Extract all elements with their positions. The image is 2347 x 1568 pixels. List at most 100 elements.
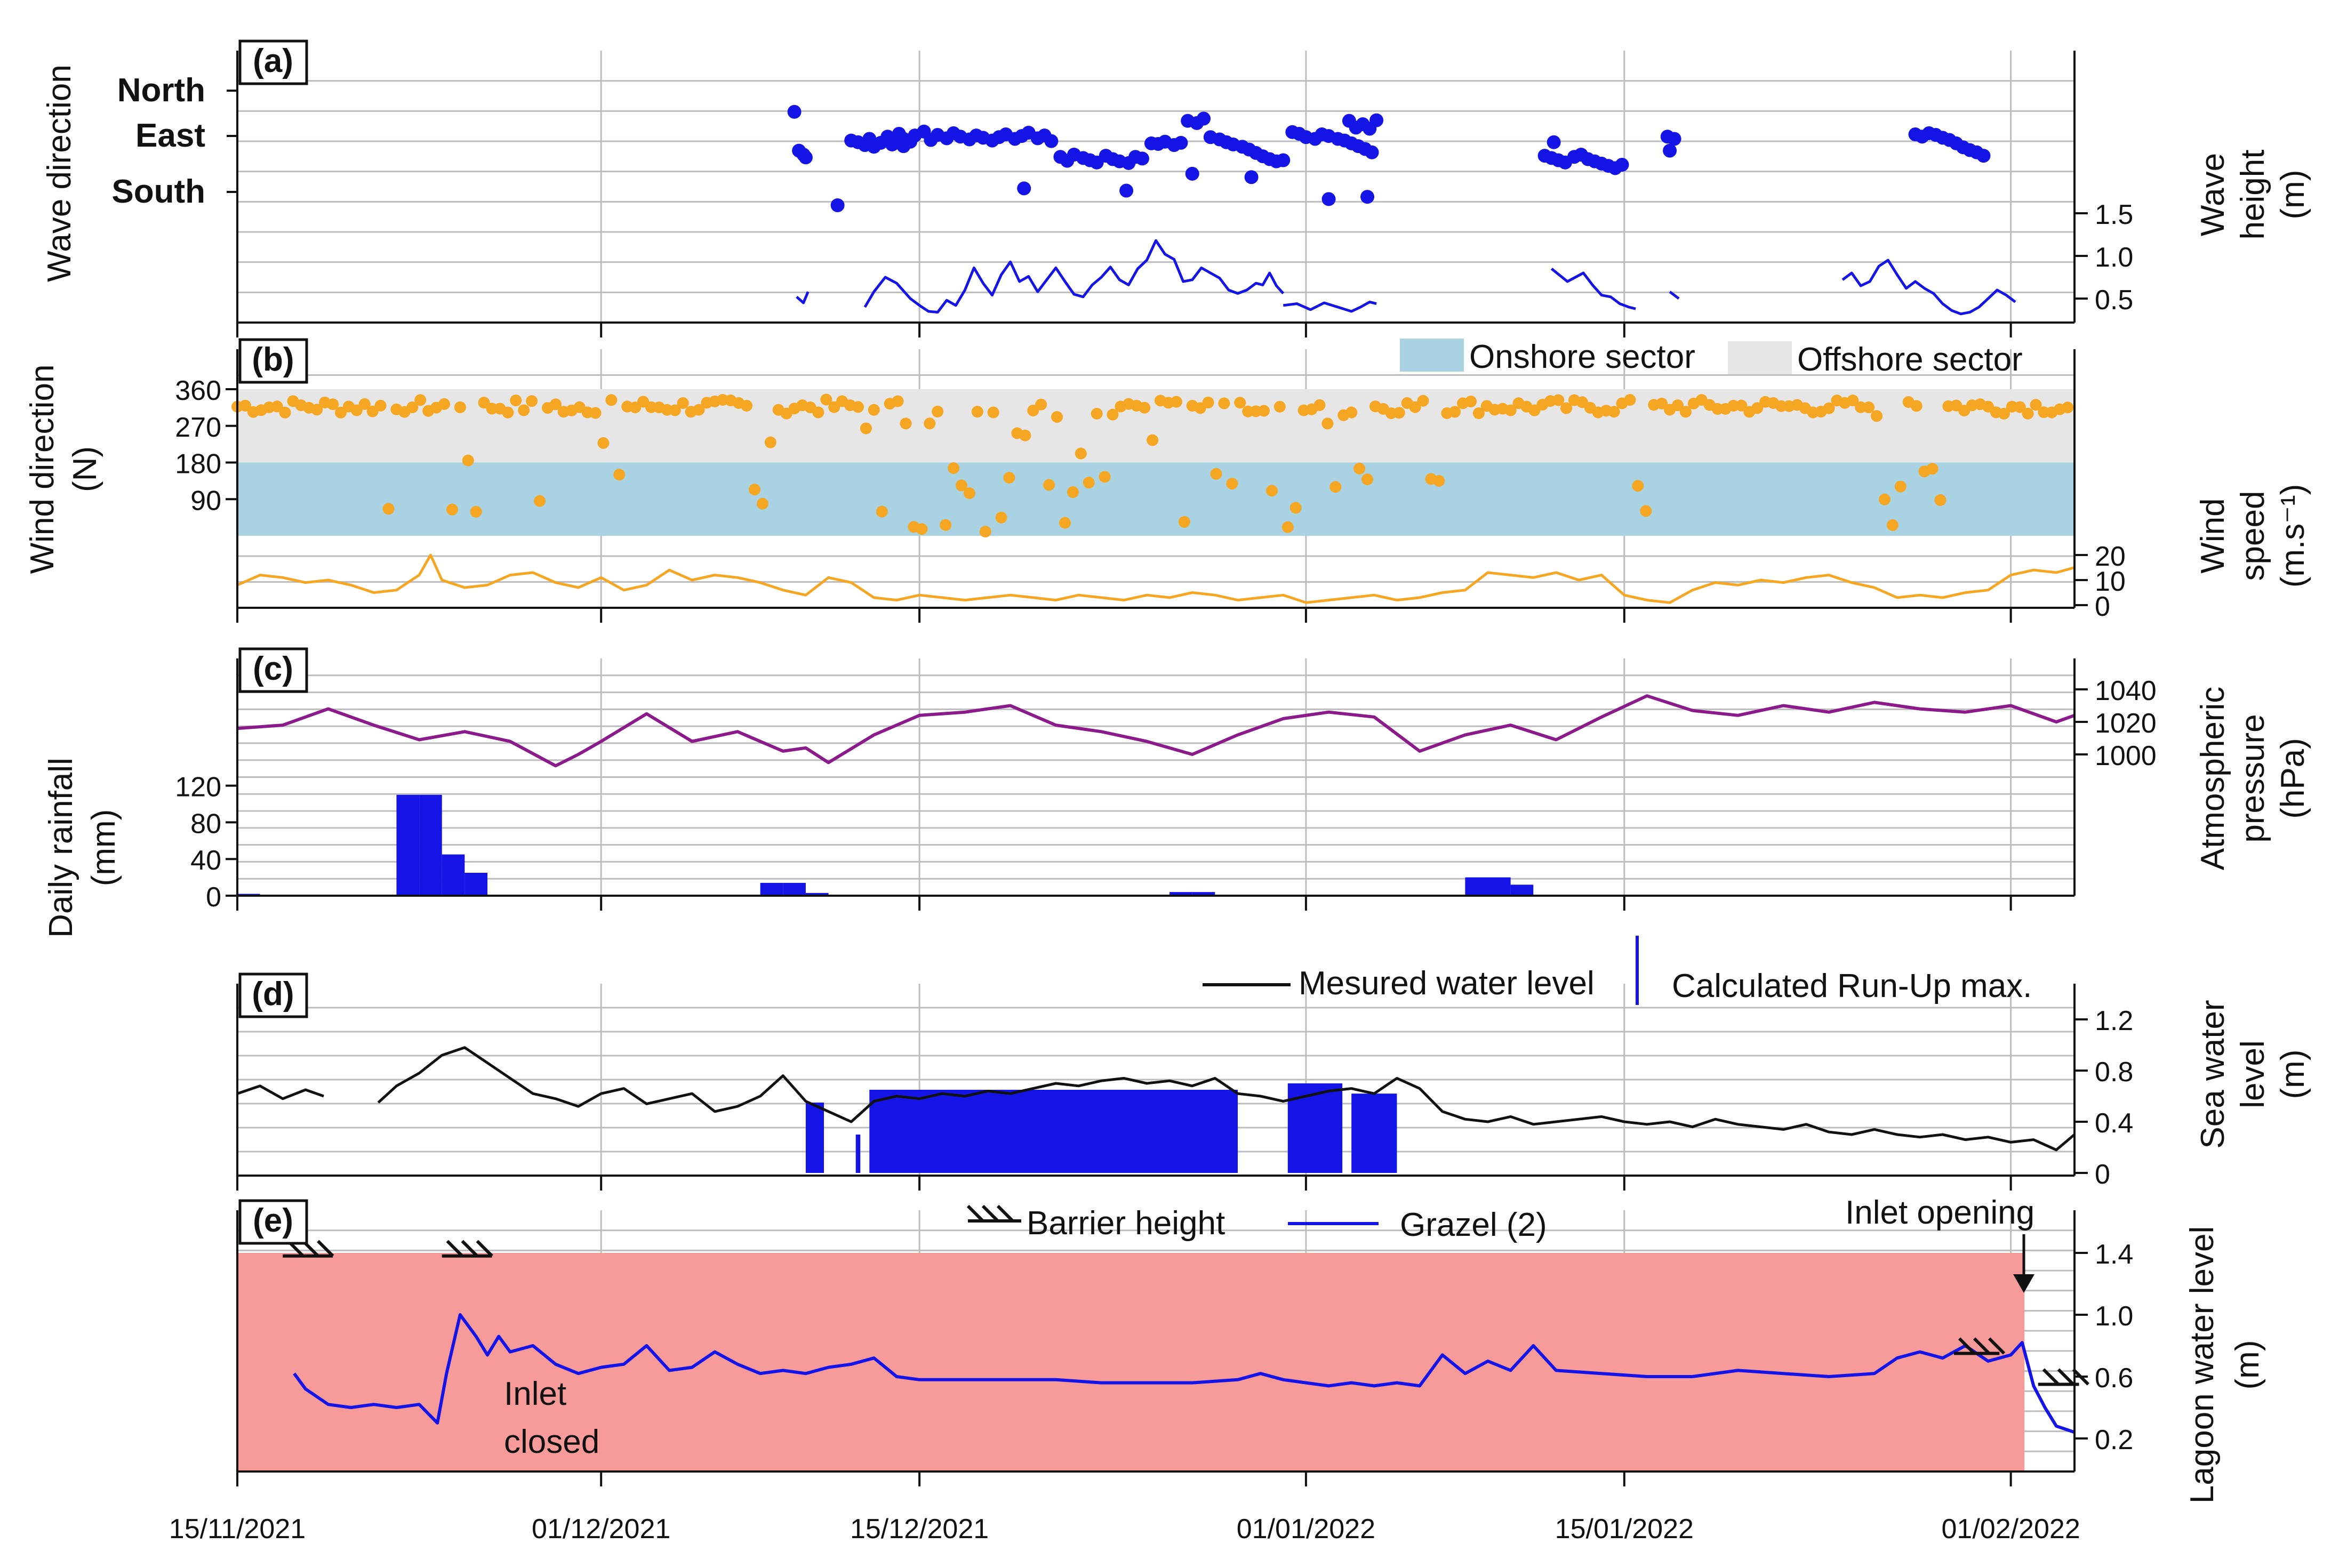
wind-direction-point	[470, 505, 482, 518]
wind-direction-axis-label: Wind direction	[24, 365, 61, 574]
wind-direction-point	[311, 404, 323, 416]
wave-direction-label: South	[111, 173, 205, 210]
sea-level-axis-label: (m)	[2274, 1050, 2311, 1099]
wind-direction-point	[279, 406, 291, 419]
wind-direction-point	[1472, 407, 1485, 420]
x-tick-label: 01/01/2022	[1237, 1514, 1375, 1545]
wind-direction-point	[1051, 411, 1063, 423]
wind-direction-point	[1926, 463, 1939, 475]
wind-direction-point	[502, 406, 514, 419]
wind-direction-point	[1552, 394, 1565, 406]
wind-direction-point	[1202, 396, 1214, 408]
shaded-regions	[237, 389, 2074, 1471]
wind-direction-point	[1075, 447, 1087, 460]
barrier-hatch	[476, 1240, 493, 1257]
wind-direction-point	[1345, 406, 1358, 419]
grazel-legend-label: Grazel (2)	[1400, 1207, 1547, 1243]
wind-direction-point	[852, 401, 864, 413]
wind-direction-point	[1003, 471, 1015, 484]
onshore-legend-label: Onshore sector	[1469, 339, 1695, 375]
sea-water-level-line	[237, 1084, 324, 1100]
sea-level-tick-label: 1.2	[2095, 1006, 2133, 1036]
panel-frames: (a) (b) (c) (d) (e)	[226, 39, 2088, 1486]
wave-direction-label: East	[135, 117, 205, 154]
inlet-closed-annotation: closed	[504, 1424, 599, 1460]
pressure-axis-label: pressure	[2234, 714, 2271, 842]
wind-direction-point	[613, 469, 626, 481]
wind-direction-point	[1170, 396, 1182, 408]
sea-level-axis-label: level	[2234, 1040, 2271, 1108]
wind-direction-point	[1258, 405, 1270, 417]
wave-direction-point	[1321, 192, 1336, 206]
wind-direction-point	[963, 487, 975, 499]
wind-direction-point	[1289, 502, 1302, 514]
wind-direction-point	[1640, 505, 1652, 517]
wind-direction-point	[1417, 395, 1429, 407]
wave-height-line	[796, 291, 810, 304]
wind-direction-point	[597, 437, 610, 449]
wind-direction-point	[454, 401, 466, 413]
wind-direction-point	[1608, 406, 1620, 418]
rainfall-tick-label: 120	[175, 772, 221, 803]
wind-direction-point	[1234, 397, 1246, 409]
inlet-closed-region	[237, 1253, 2025, 1471]
wind-direction-point	[1019, 429, 1031, 441]
wind-direction-point	[892, 395, 904, 407]
wind-direction-point	[334, 406, 347, 419]
wind-direction-point	[860, 422, 872, 435]
inlet-closed-annotation: Inlet	[504, 1376, 566, 1412]
wind-direction-point	[1863, 401, 1875, 414]
rainfall-axis-label: Daily rainfall	[43, 758, 79, 938]
wind-direction-point	[1218, 397, 1230, 409]
pressure-axis-label: Atmospheric	[2194, 687, 2231, 871]
wind-direction-point	[916, 523, 928, 535]
onshore-sector-band	[237, 462, 2074, 536]
wind-direction-point	[1178, 516, 1190, 528]
wind-direction-point	[406, 401, 419, 413]
x-tick-label: 15/11/2021	[169, 1514, 306, 1545]
barrier-hatch	[2042, 1368, 2060, 1386]
wind-direction-point	[1035, 398, 1047, 411]
x-tick-label: 01/02/2022	[1941, 1514, 2080, 1545]
barrier-hatch	[461, 1240, 478, 1257]
rainfall-bar	[1170, 892, 1192, 896]
wind-direction-point	[1409, 401, 1421, 413]
rainfall-bar	[464, 873, 487, 896]
lagoon-water-level-line	[293, 1313, 2075, 1434]
wind-direction-point	[820, 393, 832, 406]
wave-height-line	[863, 239, 1285, 314]
wind-direction-point	[549, 398, 562, 411]
wave-direction-point	[1119, 183, 1134, 198]
wind-direction-point	[1894, 480, 1907, 493]
barrier-hatch	[317, 1240, 334, 1257]
panel-label-box	[238, 338, 308, 384]
wind-direction-tick-label: 270	[175, 412, 221, 443]
wind-speed-axis-label: (m.s⁻¹)	[2274, 484, 2311, 588]
lagoon-level-axis-label: (m)	[2229, 1340, 2266, 1390]
wave-direction-point	[885, 138, 899, 151]
sea-level-axis-label: Sea water	[2194, 1000, 2231, 1148]
rainfall-bar	[1465, 877, 1488, 896]
barrier-hatch	[1973, 1337, 1991, 1355]
pressure-axis-label: (hPa)	[2274, 738, 2311, 819]
rainfall-bar	[760, 882, 783, 896]
wave-height-tick-label: 1.0	[2095, 242, 2133, 273]
wind-direction-point	[900, 417, 912, 430]
wind-direction-point	[1449, 406, 1461, 418]
wave-direction-label: North	[117, 72, 205, 109]
panel-label: (e)	[253, 1202, 293, 1239]
wind-direction-point	[995, 511, 1007, 524]
wind-direction-point	[924, 417, 936, 430]
wave-direction-point	[830, 198, 845, 212]
wind-direction-point	[764, 436, 776, 448]
barrier-hatch	[1988, 1337, 2006, 1355]
barrier-hatch	[446, 1240, 463, 1257]
x-tick-label: 01/12/2021	[532, 1514, 670, 1545]
wind-direction-point	[534, 495, 546, 507]
wind-direction-point	[1329, 481, 1342, 493]
wind-direction-point	[1656, 397, 1668, 409]
wind-direction-point	[374, 399, 387, 412]
wind-direction-point	[1091, 407, 1103, 420]
wind-speed-axis-label: Wind	[2194, 498, 2231, 573]
wind-direction-point	[693, 404, 705, 416]
